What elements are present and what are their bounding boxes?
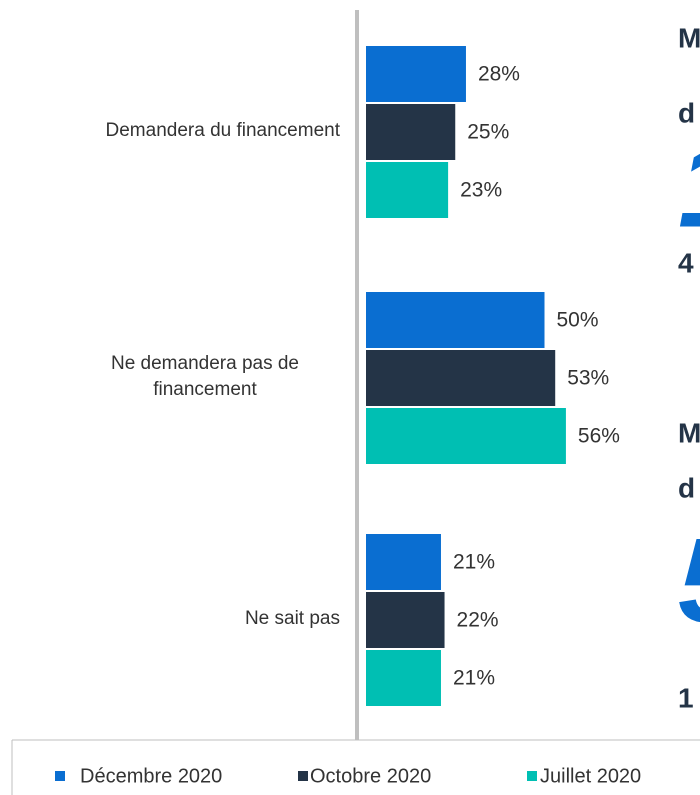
legend-label: Octobre 2020 bbox=[310, 765, 431, 787]
data-label: 21% bbox=[453, 667, 495, 690]
bar bbox=[366, 650, 441, 706]
data-label: 56% bbox=[578, 425, 620, 448]
category-label: Ne sait pas bbox=[244, 608, 340, 629]
annotation: M bbox=[678, 22, 700, 53]
data-label: 23% bbox=[460, 179, 502, 202]
annotation: 1 bbox=[678, 682, 694, 713]
data-label: 50% bbox=[557, 309, 599, 332]
bar bbox=[366, 104, 456, 160]
annotation: 5 bbox=[678, 514, 700, 648]
legend-label: Décembre 2020 bbox=[80, 765, 222, 787]
legend-label: Juillet 2020 bbox=[540, 765, 641, 787]
legend-swatch bbox=[55, 771, 65, 781]
bar bbox=[366, 162, 449, 218]
data-label: 53% bbox=[567, 367, 609, 390]
data-label: 25% bbox=[467, 121, 509, 144]
category-label: Demandera du financement bbox=[105, 120, 340, 141]
annotation: 4 bbox=[678, 247, 694, 278]
data-label: 21% bbox=[453, 551, 495, 574]
annotation: 1 bbox=[678, 119, 700, 253]
category-label: Ne demandera pas de financement bbox=[110, 353, 299, 400]
legend-swatch bbox=[298, 771, 308, 781]
annotation: d bbox=[678, 97, 695, 128]
bar bbox=[366, 592, 445, 648]
data-label: 22% bbox=[457, 609, 499, 632]
bar bbox=[366, 46, 466, 102]
data-label: 28% bbox=[478, 63, 520, 86]
bar bbox=[366, 534, 441, 590]
bar bbox=[366, 408, 566, 464]
annotation: d bbox=[678, 472, 695, 503]
bar bbox=[366, 350, 556, 406]
annotation: M bbox=[678, 417, 700, 448]
legend-swatch bbox=[527, 771, 537, 781]
bar bbox=[366, 292, 545, 348]
